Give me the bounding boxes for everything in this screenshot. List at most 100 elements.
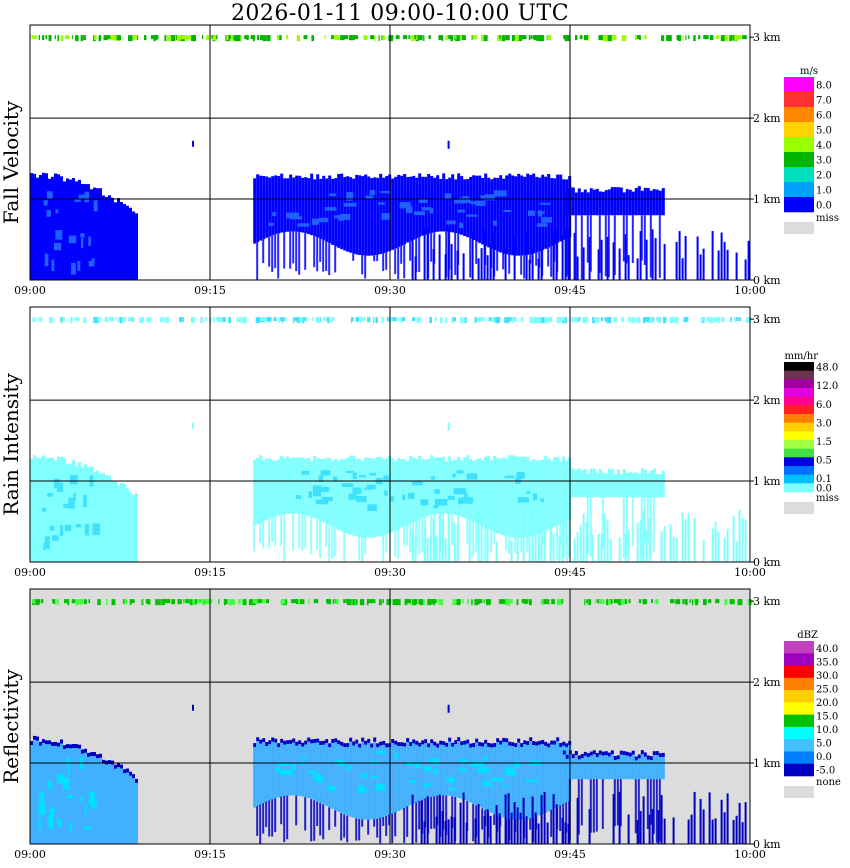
- echo-edge: [114, 764, 117, 769]
- band-pixel: [103, 35, 108, 41]
- echo-edge: [496, 738, 500, 743]
- echo-body: [135, 493, 138, 562]
- band-pixel: [75, 35, 79, 42]
- band-pixel: [745, 317, 750, 324]
- y-tick-label: 1 km: [753, 193, 781, 206]
- legend-label: 8.0: [816, 81, 832, 92]
- precip-streak: [702, 540, 705, 562]
- echo-edge: [493, 743, 497, 747]
- band-pixel: [355, 317, 359, 322]
- echo-body: [268, 458, 272, 519]
- echo-body: [328, 457, 332, 526]
- echo-core: [493, 190, 507, 197]
- echo-edge: [343, 743, 347, 748]
- echo-core: [430, 476, 436, 480]
- echo-edge: [298, 740, 302, 745]
- band-pixel: [427, 599, 432, 606]
- band-pixel: [257, 599, 263, 604]
- echo-body: [478, 746, 482, 807]
- echo-body: [481, 746, 485, 809]
- band-pixel: [403, 35, 408, 40]
- legend-label: 3.0: [816, 418, 832, 429]
- echo-body: [262, 742, 266, 804]
- band-pixel: [189, 599, 193, 606]
- echo-body: [592, 189, 596, 216]
- isolated-pixel: [192, 422, 194, 429]
- echo-edge: [370, 743, 374, 748]
- echo-body: [391, 743, 395, 814]
- echo-core: [279, 769, 293, 776]
- band-pixel: [286, 35, 288, 40]
- legend-swatch: [784, 690, 814, 703]
- echo-edge: [652, 751, 656, 756]
- precip-streak: [741, 518, 744, 562]
- legend-missing-swatch: [784, 502, 814, 514]
- precip-streak: [400, 245, 403, 264]
- band-pixel: [179, 317, 184, 323]
- band-pixel: [504, 317, 509, 324]
- band-pixel: [479, 317, 483, 322]
- band-pixel: [521, 35, 527, 40]
- isolated-pixel: [192, 140, 194, 147]
- band-pixel: [655, 599, 659, 605]
- echo-edge: [547, 743, 551, 748]
- precip-streak: [747, 240, 750, 280]
- echo-edge: [373, 737, 377, 742]
- y-tick-label: 1 km: [753, 475, 781, 488]
- echo-edge: [96, 754, 99, 759]
- precip-streak: [702, 809, 705, 844]
- precip-streak: [420, 800, 423, 844]
- echo-body: [126, 205, 129, 280]
- legend-label: -5.0: [816, 765, 835, 776]
- precip-streak: [735, 540, 738, 562]
- echo-core: [366, 484, 376, 490]
- echo-core: [461, 497, 474, 504]
- band-pixel: [547, 35, 552, 41]
- band-pixel: [529, 317, 533, 324]
- echo-edge: [132, 774, 135, 779]
- band-pixel: [106, 35, 111, 40]
- echo-body: [517, 742, 521, 820]
- band-pixel: [172, 599, 176, 605]
- band-pixel: [472, 35, 478, 40]
- echo-core: [68, 235, 77, 244]
- band-pixel: [244, 35, 248, 40]
- legend-swatch: [784, 362, 814, 371]
- precip-streak: [271, 517, 274, 542]
- band-pixel: [512, 35, 515, 41]
- band-pixel: [483, 599, 485, 604]
- precip-streak: [451, 796, 454, 829]
- precip-streak: [732, 819, 735, 844]
- echo-body: [442, 745, 446, 796]
- precip-streak: [480, 248, 483, 280]
- band-pixel: [202, 317, 204, 324]
- echo-edge: [99, 753, 102, 758]
- band-pixel: [501, 35, 506, 42]
- echo-body: [448, 456, 452, 514]
- echo-body: [478, 458, 482, 525]
- x-tick-label: 10:00: [734, 284, 766, 297]
- echo-core: [84, 524, 89, 536]
- band-pixel: [53, 599, 56, 605]
- echo-body: [658, 474, 662, 498]
- echo-core: [74, 198, 81, 202]
- echo-core: [421, 207, 432, 211]
- band-pixel: [123, 599, 125, 604]
- band-pixel: [187, 35, 193, 40]
- precip-streak: [537, 823, 540, 844]
- legend-swatch: [784, 440, 814, 449]
- echo-body: [658, 757, 662, 780]
- echo-body: [439, 744, 443, 796]
- band-pixel: [228, 317, 232, 324]
- band-pixel: [370, 35, 375, 40]
- band-pixel: [191, 317, 194, 322]
- echo-core: [423, 766, 432, 772]
- echo-edge: [430, 739, 434, 744]
- band-pixel: [363, 317, 365, 322]
- y-tick-label: 3 km: [753, 31, 781, 44]
- band-pixel: [596, 599, 601, 604]
- legend-missing-label: none: [816, 777, 841, 788]
- echo-body: [451, 460, 455, 515]
- band-pixel: [381, 317, 384, 324]
- echo-body: [274, 460, 278, 517]
